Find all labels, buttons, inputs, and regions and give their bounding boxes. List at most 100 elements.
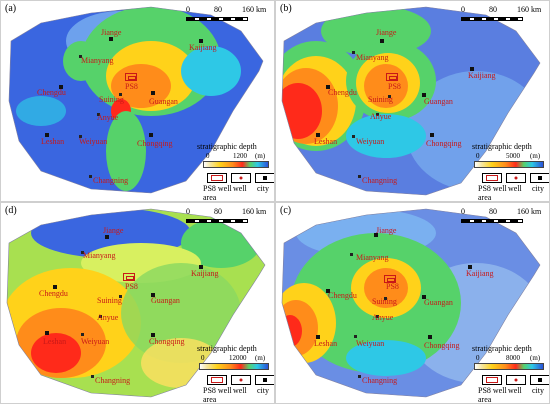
city-marker	[422, 295, 426, 299]
city-label-chongqing: Chongqing	[149, 337, 185, 346]
city-legend-box	[255, 173, 274, 183]
city-marker	[199, 39, 203, 43]
legend-title: stratigraphic depth	[197, 142, 257, 151]
colorbar-unit: (m)	[255, 354, 266, 362]
well-legend-box	[231, 173, 251, 183]
depth-map-b	[281, 6, 541, 196]
legend-well-label: well	[233, 386, 247, 395]
city-label-changning: Changning	[95, 376, 131, 385]
city-label-ps8: PS8	[388, 82, 401, 91]
city-label-anyue: Anyue	[372, 313, 394, 322]
city-marker	[45, 133, 49, 137]
scale-tick: 160 km	[242, 5, 267, 14]
scale-bar: 0 80 160 km	[186, 207, 268, 231]
city-label-jiange: Jiange	[376, 226, 397, 235]
ps8-legend-box	[482, 173, 502, 183]
legend-city-label: city	[257, 386, 269, 395]
city-label-leshan: Leshan	[43, 337, 67, 346]
panel-label: (a)	[5, 3, 17, 14]
well-legend-box	[506, 173, 526, 183]
city-marker	[79, 135, 82, 138]
scale-bar-graphic	[461, 17, 523, 21]
colorbar-unit: (m)	[530, 152, 541, 160]
legend-ps8-label-2: area	[478, 395, 492, 404]
colorbar-min: 0	[476, 354, 480, 362]
city-label-anyue: Anyue	[97, 313, 119, 322]
depth-map-c	[281, 208, 541, 398]
colorbar	[474, 161, 544, 168]
colorbar-max: 8000	[506, 354, 520, 362]
city-label-anyue: Anyue	[97, 113, 119, 122]
map-panel-a: (a) 0 80 160 km Jiange Mianyang Kaijiang…	[0, 0, 275, 202]
city-marker	[376, 113, 379, 116]
city-label-leshan: Leshan	[314, 137, 338, 146]
city-marker	[45, 331, 49, 335]
legend-ps8-label-2: area	[203, 193, 217, 202]
map-panel-b: (b) 0 80 160 km Jiange Mianyang Kaijiang…	[275, 0, 550, 202]
map-panel-c: (c) 0 80 160 km Jiange Mianyang Kaijiang…	[275, 202, 550, 404]
ps8-legend-box	[207, 173, 227, 183]
colorbar	[474, 363, 544, 370]
ps8-well-area-marker	[384, 275, 396, 283]
legend-city-label: city	[532, 386, 544, 395]
city-marker	[430, 133, 434, 137]
city-label-changning: Changning	[93, 176, 129, 185]
city-marker	[109, 37, 113, 41]
panel-label: (c)	[280, 205, 292, 216]
city-label-weiyuan: Weiyuan	[81, 337, 110, 346]
city-marker	[352, 135, 355, 138]
city-marker	[89, 175, 92, 178]
city-label-chengdu: Chengdu	[328, 291, 357, 300]
legend-ps8-label: PS8 well	[203, 184, 232, 193]
city-marker	[151, 333, 155, 337]
ps8-well-area-marker	[123, 273, 135, 281]
city-marker	[199, 265, 203, 269]
well-legend-box	[231, 375, 251, 385]
scale-tick: 160 km	[517, 207, 542, 216]
depth-map-a	[8, 6, 264, 194]
scale-tick: 80	[214, 207, 222, 216]
scale-tick: 0	[461, 207, 465, 216]
city-label-jiange: Jiange	[101, 28, 122, 37]
ps8-legend-box	[207, 375, 227, 385]
city-marker	[59, 85, 63, 89]
city-marker	[151, 293, 155, 297]
scale-bar-graphic	[461, 219, 523, 223]
city-marker	[422, 93, 426, 97]
map-panel-d: (d) 0 80 160 km Jiange Mianyang Kaijiang…	[0, 202, 275, 404]
city-marker	[358, 175, 361, 178]
scale-tick: 0	[461, 5, 465, 14]
city-label-suining: Suining	[372, 297, 397, 306]
legend-city-label: city	[257, 184, 269, 193]
scale-tick: 80	[489, 207, 497, 216]
city-marker	[149, 133, 153, 137]
city-label-jiange: Jiange	[376, 28, 397, 37]
city-label-suining: Suining	[368, 95, 393, 104]
city-label-guangan: Guangan	[424, 97, 453, 106]
scale-bar: 0 80 160 km	[461, 207, 543, 231]
ps8-legend-box	[482, 375, 502, 385]
scale-tick: 80	[214, 5, 222, 14]
city-label-chongqing: Chongqing	[426, 139, 462, 148]
city-label-kaijiang: Kaijiang	[189, 43, 217, 52]
city-legend-box	[530, 375, 549, 385]
city-label-leshan: Leshan	[314, 339, 338, 348]
city-label-weiyuan: Weiyuan	[356, 137, 385, 146]
city-marker	[470, 67, 474, 71]
city-marker	[99, 315, 102, 318]
city-label-ps8: PS8	[386, 282, 399, 291]
city-label-changning: Changning	[362, 376, 398, 385]
city-marker	[53, 285, 57, 289]
colorbar-unit: (m)	[255, 152, 266, 160]
scale-tick: 160 km	[517, 5, 542, 14]
colorbar-unit: (m)	[530, 354, 541, 362]
city-label-kaijiang: Kaijiang	[466, 269, 494, 278]
city-label-chengdu: Chengdu	[328, 88, 357, 97]
city-label-mianyang: Mianyang	[356, 53, 389, 62]
scale-tick: 160 km	[242, 207, 267, 216]
city-label-changning: Changning	[362, 176, 398, 185]
city-marker	[468, 265, 472, 269]
city-marker	[326, 289, 330, 293]
ps8-well-area-marker	[125, 73, 137, 81]
city-marker	[81, 333, 84, 336]
